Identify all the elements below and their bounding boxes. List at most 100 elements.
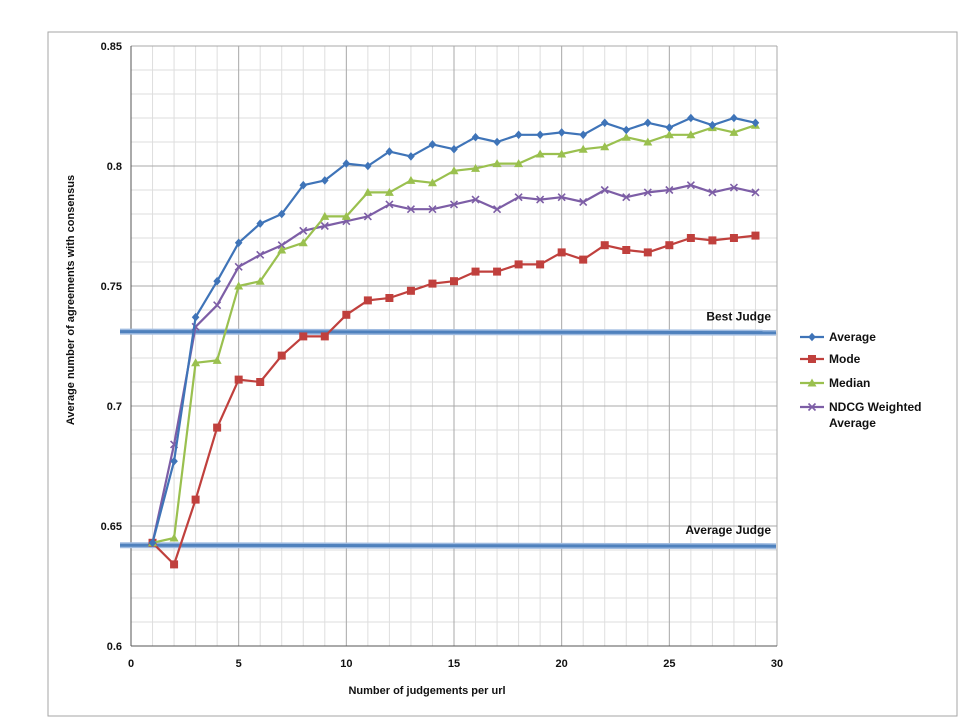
data-point-average bbox=[407, 152, 415, 161]
data-point-mode bbox=[320, 332, 329, 341]
data-point-average bbox=[213, 276, 221, 286]
data-point-mode bbox=[450, 277, 458, 286]
data-point-mode bbox=[191, 495, 200, 504]
reference-line-label: Best Judge bbox=[706, 310, 771, 324]
data-point-ndcg-weighted-average bbox=[449, 200, 459, 209]
data-point-average bbox=[471, 132, 480, 142]
data-point-mode bbox=[686, 234, 695, 242]
data-point-mode bbox=[299, 332, 308, 341]
legend-label: Median bbox=[829, 376, 870, 390]
reference-lines: Best Judge Average Judge bbox=[119, 310, 777, 550]
data-point-average bbox=[299, 180, 308, 190]
data-point-average bbox=[256, 219, 264, 228]
data-point-median bbox=[341, 211, 351, 220]
data-point-median bbox=[729, 127, 739, 136]
data-point-mode bbox=[493, 267, 502, 276]
legend-label: Average bbox=[829, 330, 876, 344]
data-point-median bbox=[363, 187, 373, 196]
data-point-median bbox=[384, 187, 394, 196]
data-point-average bbox=[428, 140, 437, 149]
data-point-median bbox=[277, 245, 287, 254]
data-point-median bbox=[191, 358, 201, 367]
legend-item-average: Average bbox=[800, 330, 876, 344]
data-point-average bbox=[687, 113, 695, 123]
x-tick-label: 5 bbox=[236, 658, 242, 670]
legend-swatch-marker bbox=[807, 378, 817, 387]
data-point-average bbox=[148, 538, 157, 548]
y-axis-title: Average number of agreements with consen… bbox=[65, 175, 77, 425]
y-tick-label: 0.65 bbox=[101, 521, 122, 533]
data-point-ndcg-weighted-average bbox=[686, 181, 695, 190]
chart-frame bbox=[47, 31, 958, 717]
data-point-mode bbox=[665, 241, 674, 250]
data-point-ndcg-weighted-average bbox=[471, 195, 480, 204]
data-point-ndcg-weighted-average bbox=[277, 241, 286, 250]
data-point-ndcg-weighted-average bbox=[385, 200, 394, 209]
data-point-ndcg-weighted-average bbox=[708, 188, 717, 197]
data-point-median bbox=[471, 163, 481, 172]
reference-line bbox=[119, 543, 777, 548]
data-point-mode bbox=[708, 236, 717, 245]
data-point-average bbox=[579, 130, 587, 140]
data-point-average bbox=[644, 118, 652, 128]
y-tick-label: 0.85 bbox=[101, 41, 122, 53]
data-point-average bbox=[385, 147, 394, 156]
data-point-median bbox=[578, 144, 588, 153]
data-point-mode bbox=[643, 248, 652, 257]
data-point-ndcg-weighted-average bbox=[557, 193, 566, 202]
reference-line-label: Average Judge bbox=[685, 523, 771, 537]
x-tick-label: 0 bbox=[128, 658, 134, 670]
data-point-median bbox=[234, 281, 244, 290]
data-point-mode bbox=[213, 423, 222, 432]
data-point-median bbox=[427, 178, 437, 187]
legend-swatch-marker bbox=[808, 332, 816, 342]
data-point-average bbox=[493, 137, 501, 147]
series-average bbox=[148, 113, 760, 548]
data-point-ndcg-weighted-average bbox=[751, 188, 760, 197]
legend-item-median: Median bbox=[800, 376, 870, 390]
y-tick-label: 0.6 bbox=[107, 641, 122, 653]
data-point-median bbox=[643, 137, 653, 146]
data-point-ndcg-weighted-average bbox=[234, 262, 243, 271]
data-point-median bbox=[621, 132, 631, 141]
data-point-mode bbox=[256, 378, 265, 386]
data-point-mode bbox=[428, 279, 437, 288]
axes: 0 5 10 15 20 25 30 0.6 0.65 0.7 0.75 0.8 0.85 bbox=[101, 41, 784, 670]
data-point-mode bbox=[342, 310, 351, 319]
data-point-average bbox=[277, 209, 286, 219]
data-point-mode bbox=[600, 241, 609, 250]
data-point-median bbox=[535, 149, 545, 158]
data-point-mode bbox=[557, 248, 566, 257]
series-median bbox=[148, 120, 760, 547]
y-tick-label: 0.7 bbox=[107, 401, 122, 413]
data-point-mode bbox=[277, 351, 286, 360]
data-point-median bbox=[255, 276, 265, 285]
data-point-mode bbox=[579, 255, 588, 264]
data-point-ndcg-weighted-average bbox=[665, 185, 674, 195]
data-point-ndcg-weighted-average bbox=[406, 205, 415, 214]
data-point-mode bbox=[514, 260, 523, 269]
data-point-average bbox=[364, 161, 372, 171]
x-axis-title: Number of judgements per url bbox=[348, 685, 505, 697]
data-point-average bbox=[342, 159, 351, 168]
data-point-median bbox=[557, 149, 567, 158]
data-point-mode bbox=[536, 260, 545, 269]
data-point-ndcg-weighted-average bbox=[643, 188, 652, 197]
legend-item-ndcg-weighted-average: NDCG Weighted Average bbox=[800, 400, 921, 430]
x-tick-label: 25 bbox=[663, 658, 675, 670]
data-point-average bbox=[321, 176, 329, 185]
data-point-mode bbox=[471, 267, 480, 276]
data-point-average bbox=[514, 130, 523, 140]
data-point-ndcg-weighted-average bbox=[536, 195, 545, 204]
data-point-average bbox=[665, 123, 674, 132]
data-point-ndcg-weighted-average bbox=[256, 250, 265, 259]
data-point-average bbox=[622, 125, 631, 135]
data-point-average bbox=[708, 120, 717, 130]
legend-item-mode: Mode bbox=[800, 352, 861, 366]
x-tick-label: 15 bbox=[448, 658, 460, 670]
data-point-median bbox=[212, 355, 222, 364]
data-point-ndcg-weighted-average bbox=[579, 197, 588, 207]
data-point-ndcg-weighted-average bbox=[514, 193, 523, 202]
